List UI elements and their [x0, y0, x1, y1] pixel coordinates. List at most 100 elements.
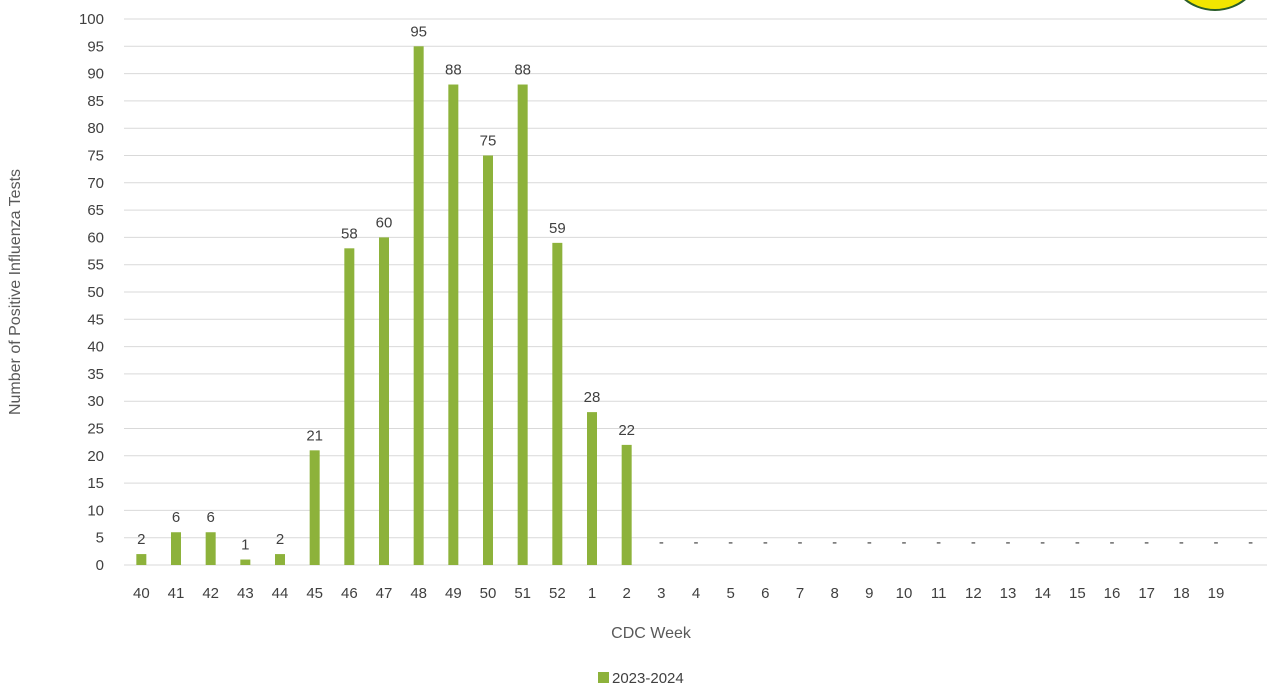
y-tick-label: 85	[87, 93, 104, 110]
x-tick-label: 51	[514, 585, 531, 602]
y-tick-label: 70	[87, 175, 104, 192]
x-tick-label: 15	[1069, 585, 1086, 602]
bar	[309, 450, 320, 565]
bar	[448, 84, 459, 566]
x-tick-label: 52	[549, 585, 566, 602]
legend: 2023-2024	[598, 670, 684, 687]
x-tick-label: 40	[133, 585, 150, 602]
data-label-empty: -	[763, 534, 768, 551]
x-tick-label: 45	[306, 585, 323, 602]
y-tick-label: 10	[87, 502, 104, 519]
data-label-empty: -	[659, 534, 664, 551]
data-label-empty: -	[1040, 534, 1045, 551]
x-tick-label: 16	[1104, 585, 1121, 602]
x-tick-label: 19	[1208, 585, 1225, 602]
data-label-empty: -	[694, 534, 699, 551]
bars	[136, 46, 632, 566]
bar	[621, 444, 632, 565]
data-label: 22	[618, 422, 635, 439]
bar	[517, 84, 528, 566]
y-tick-label: 80	[87, 120, 104, 137]
x-tick-label: 18	[1173, 585, 1190, 602]
data-label: 58	[341, 225, 358, 242]
data-label-empty: -	[798, 534, 803, 551]
bar	[136, 554, 147, 565]
y-tick-label: 35	[87, 366, 104, 383]
data-label: 2	[137, 531, 145, 548]
y-tick-label: 100	[79, 11, 104, 28]
data-label-empty: -	[1248, 534, 1253, 551]
x-tick-label: 4	[692, 585, 700, 602]
x-tick-label: 47	[376, 585, 393, 602]
bar	[240, 559, 251, 565]
x-tick-label: 9	[865, 585, 873, 602]
data-label: 6	[172, 509, 180, 526]
data-label-empty: -	[971, 534, 976, 551]
data-label-empty: -	[1179, 534, 1184, 551]
y-tick-label: 50	[87, 284, 104, 301]
data-label-empty: -	[1006, 534, 1011, 551]
x-tick-label: 1	[588, 585, 596, 602]
x-tick-label: 3	[657, 585, 665, 602]
y-tick-label: 90	[87, 66, 104, 83]
y-tick-label: 40	[87, 339, 104, 356]
y-axis-title: Number of Positive Influenza Tests	[7, 169, 24, 415]
bar	[552, 242, 563, 566]
x-tick-label: 5	[726, 585, 734, 602]
y-tick-label: 30	[87, 393, 104, 410]
data-label-empty: -	[728, 534, 733, 551]
gridlines	[124, 18, 1267, 566]
y-tick-label: 55	[87, 257, 104, 274]
x-tick-label: 50	[480, 585, 497, 602]
legend-label: 2023-2024	[612, 670, 684, 687]
data-labels: 2 6 6 1 2 21 58 60 95 88 75 88 59 28 22 - - - - - - - - - - - - - - -…	[137, 23, 1253, 553]
x-tick-label: 17	[1138, 585, 1155, 602]
data-label: 88	[445, 62, 462, 79]
y-tick-label: 0	[96, 557, 104, 574]
data-label: 2	[276, 531, 284, 548]
x-tick-label: 14	[1034, 585, 1051, 602]
data-label-empty: -	[1214, 534, 1219, 551]
data-label-empty: -	[1075, 534, 1080, 551]
data-label: 6	[206, 509, 214, 526]
y-tick-label: 45	[87, 311, 104, 328]
x-axis-ticks: 40 41 42 43 44 45 46 47 48 49 50 51 52 1 2 3 4 5 6 7 8 9 10 11 1…	[133, 585, 1224, 602]
data-label: 59	[549, 220, 566, 237]
data-label-empty: -	[1144, 534, 1149, 551]
x-tick-label: 7	[796, 585, 804, 602]
data-label: 88	[514, 62, 531, 79]
bar	[275, 554, 285, 565]
data-label: 21	[306, 427, 323, 444]
x-tick-label: 41	[168, 585, 185, 602]
y-axis-ticks: 0 5 10 15 20 25 30 35 40 45 50 55 60 65 70 75 80 85 90 95 10…	[79, 11, 104, 574]
y-tick-label: 25	[87, 421, 104, 438]
x-tick-label: 6	[761, 585, 769, 602]
logo-badge	[1184, 0, 1246, 11]
data-label-empty: -	[936, 534, 941, 551]
data-label: 1	[241, 537, 249, 554]
y-tick-label: 75	[87, 148, 104, 165]
x-tick-label: 48	[410, 585, 427, 602]
x-tick-label: 8	[830, 585, 838, 602]
y-tick-label: 15	[87, 475, 104, 492]
x-tick-label: 12	[965, 585, 982, 602]
data-label-empty: -	[867, 534, 872, 551]
bar	[413, 46, 424, 566]
bar	[483, 155, 493, 565]
x-tick-label: 10	[896, 585, 913, 602]
x-tick-label: 46	[341, 585, 358, 602]
data-label-empty: -	[832, 534, 837, 551]
data-label: 75	[480, 133, 497, 150]
x-tick-label: 2	[622, 585, 630, 602]
bar	[344, 248, 355, 565]
bar	[587, 412, 597, 565]
data-label-empty: -	[1110, 534, 1115, 551]
data-label: 60	[376, 214, 393, 231]
y-tick-label: 95	[87, 38, 104, 55]
x-tick-label: 49	[445, 585, 462, 602]
y-tick-label: 60	[87, 229, 104, 246]
legend-swatch	[598, 672, 609, 683]
x-tick-label: 43	[237, 585, 254, 602]
bar	[171, 532, 181, 565]
